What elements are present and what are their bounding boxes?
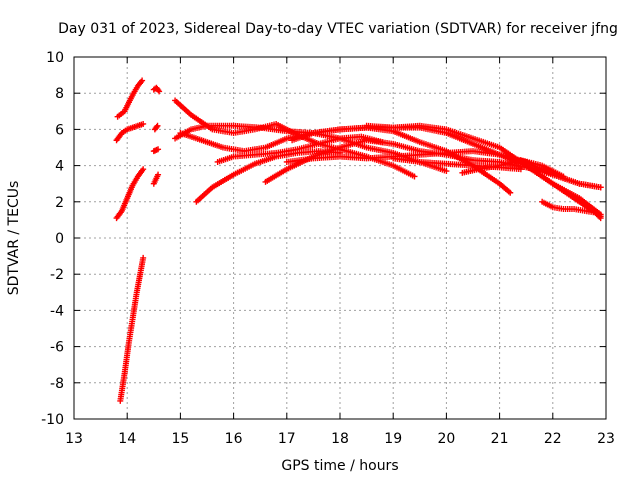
- data-point: [139, 77, 146, 84]
- y-tick-label: 4: [55, 159, 64, 175]
- x-tick-label: 19: [384, 431, 402, 447]
- data-point: [597, 184, 604, 191]
- series-arc-s: [539, 198, 604, 222]
- y-axis-label: SDTVAR / TECUs: [6, 181, 22, 296]
- data-point: [517, 166, 524, 173]
- series-arc-d: [117, 254, 147, 404]
- y-tick-label: -6: [50, 340, 64, 356]
- x-tick-label: 16: [225, 431, 243, 447]
- axis-ticks: 13 14 15 16 17 18 19 20 21 22 23 -10 -8 -6 -4 -2 0 2 4 6 8 10: [41, 50, 615, 447]
- data-point: [140, 120, 147, 127]
- x-tick-label: 21: [491, 431, 509, 447]
- x-tick-label: 18: [331, 431, 349, 447]
- series-arc-p: [289, 124, 514, 196]
- data-marks: [113, 77, 604, 404]
- data-point: [597, 215, 604, 222]
- series-arc-e: [150, 84, 163, 95]
- y-tick-label: 2: [55, 195, 64, 211]
- x-axis-label: GPS time / hours: [281, 458, 398, 474]
- x-tick-label: 14: [118, 431, 136, 447]
- series-arc-t: [459, 157, 567, 180]
- y-tick-label: 6: [55, 122, 64, 138]
- y-tick-label: -2: [50, 267, 64, 283]
- x-tick-label: 17: [278, 431, 296, 447]
- series-arc-h: [150, 171, 162, 187]
- x-tick-label: 20: [437, 431, 455, 447]
- data-point: [154, 122, 161, 129]
- x-tick-label: 13: [65, 431, 83, 447]
- data-point: [155, 146, 162, 153]
- x-tick-label: 22: [544, 431, 562, 447]
- y-tick-label: 8: [55, 86, 64, 102]
- y-tick-label: -8: [50, 376, 64, 392]
- data-point: [411, 173, 418, 180]
- data-point: [156, 88, 163, 95]
- series-arc-c: [113, 166, 147, 222]
- series-arc-a: [114, 77, 146, 120]
- data-point: [153, 123, 160, 130]
- y-tick-label: -4: [50, 303, 64, 319]
- x-tick-label: 23: [597, 431, 615, 447]
- grid-layer: [74, 57, 606, 419]
- data-point: [140, 254, 147, 261]
- series-arc-q: [363, 122, 604, 220]
- data-point: [443, 168, 450, 175]
- data-point: [560, 173, 567, 180]
- data-point: [155, 171, 162, 178]
- series-arc-b: [113, 120, 147, 144]
- x-tick-label: 15: [171, 431, 189, 447]
- chart-title: Day 031 of 2023, Sidereal Day-to-day VTE…: [58, 21, 618, 37]
- y-tick-label: 10: [46, 50, 64, 66]
- series-arc-g: [150, 146, 162, 155]
- data-point: [507, 189, 514, 196]
- y-tick-label: -10: [41, 412, 64, 428]
- data-point: [155, 87, 162, 94]
- data-point: [140, 166, 147, 173]
- y-tick-label: 0: [55, 231, 64, 247]
- series-arc-f: [151, 122, 161, 133]
